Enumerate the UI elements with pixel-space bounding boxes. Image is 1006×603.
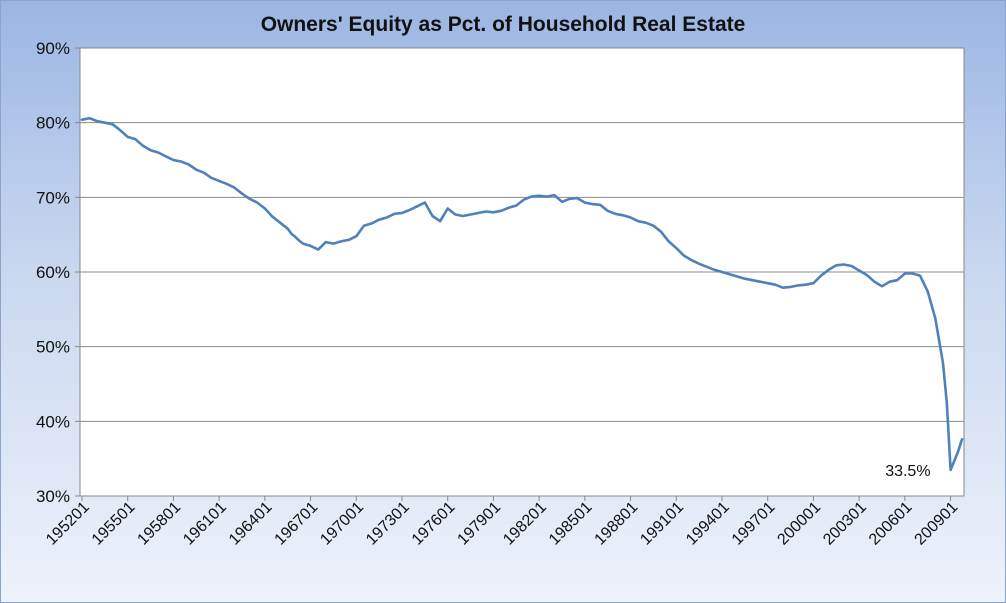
y-tick-label: 90% (36, 39, 70, 58)
x-tick-label: 195801 (134, 499, 184, 549)
x-tick-label: 200301 (820, 499, 870, 549)
x-tick-label: 195201 (43, 499, 93, 549)
y-tick-label: 30% (36, 487, 70, 506)
chart-title: Owners' Equity as Pct. of Household Real… (260, 13, 746, 36)
y-tick-label: 70% (36, 188, 70, 207)
x-tick-label: 198801 (592, 499, 642, 549)
x-tick-label: 195501 (89, 499, 139, 549)
y-tick-label: 40% (36, 412, 70, 431)
x-tick-label: 199701 (729, 499, 779, 549)
x-tick-label: 199401 (683, 499, 733, 549)
x-tick-label: 197001 (317, 499, 367, 549)
x-tick-label: 197901 (454, 499, 504, 549)
x-tick-label: 200601 (866, 499, 916, 549)
x-tick-label: 200001 (774, 499, 824, 549)
x-tick-label: 199101 (637, 499, 687, 549)
series-line (80, 116, 964, 472)
x-tick-label: 196101 (180, 499, 230, 549)
x-tick-label: 196701 (272, 499, 322, 549)
y-axis-ticks: 30% 40% 50% 60% 70% 80% 90% (36, 39, 80, 506)
x-axis-ticks: 1952011955011958011961011964011967011970… (43, 496, 961, 549)
y-tick-label: 50% (36, 338, 70, 357)
x-tick-label: 198201 (500, 499, 550, 549)
gridlines (80, 122, 964, 422)
x-tick-label: 200901 (912, 499, 962, 549)
y-tick-label: 80% (36, 114, 70, 133)
x-tick-label: 197301 (363, 499, 413, 549)
min-value-annotation: 33.5% (885, 463, 930, 480)
x-tick-label: 196401 (226, 499, 276, 549)
y-tick-label: 60% (36, 263, 70, 282)
x-tick-label: 198501 (546, 499, 596, 549)
x-tick-label: 197601 (409, 499, 459, 549)
